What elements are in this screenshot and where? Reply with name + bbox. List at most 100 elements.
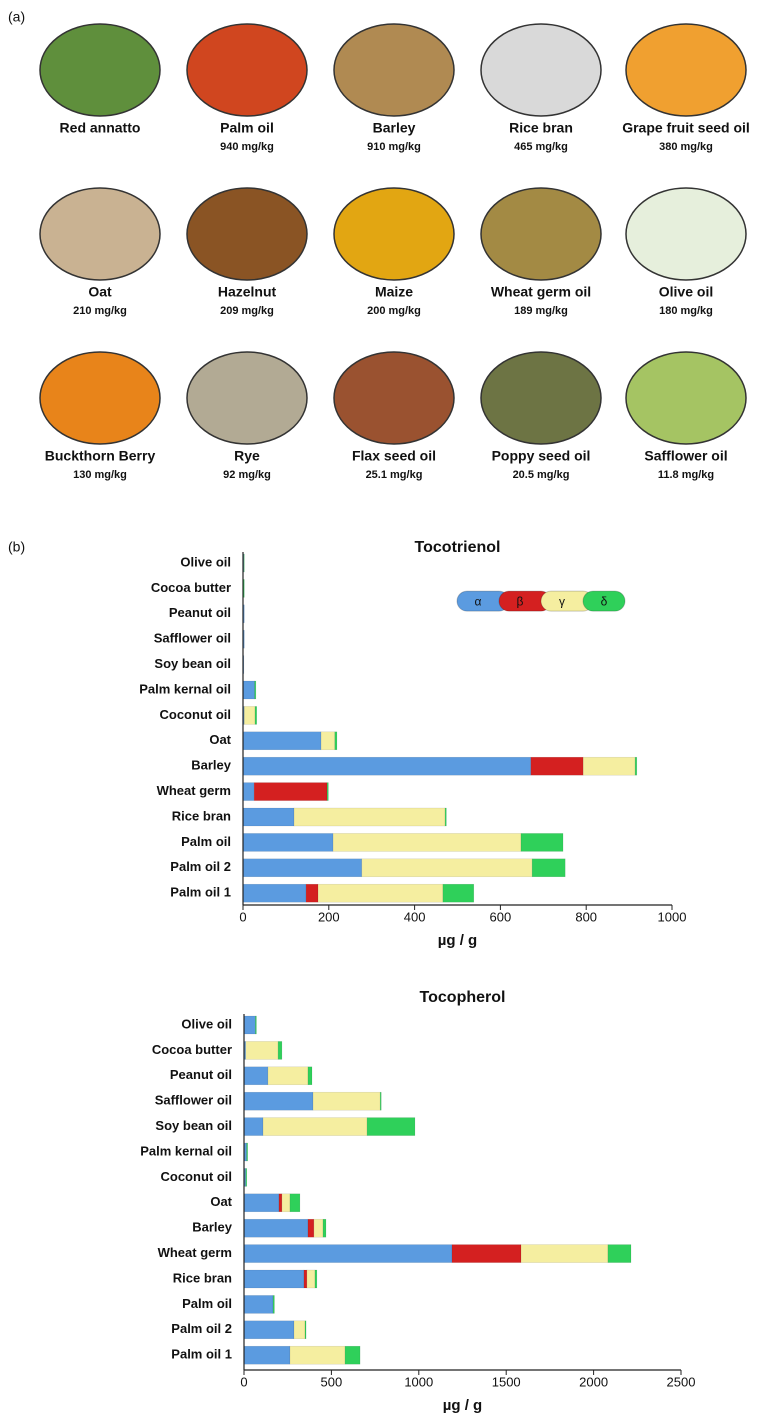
photo	[481, 188, 601, 280]
photo	[334, 352, 454, 444]
panel-label: (b)	[8, 539, 25, 555]
bar-segment	[608, 1245, 631, 1263]
y-tick-label: Rice bran	[172, 808, 231, 823]
bar-segment	[273, 1295, 274, 1313]
photo	[40, 24, 160, 116]
y-tick-label: Palm oil 1	[171, 1347, 232, 1362]
item-name: Flax seed oil	[352, 448, 436, 464]
photo	[626, 24, 746, 116]
bar-segment	[314, 1219, 323, 1237]
item-amount: 465 mg/kg	[514, 141, 568, 153]
bar-segment	[521, 833, 563, 851]
photo	[187, 352, 307, 444]
bar-segment	[247, 1143, 248, 1161]
y-tick-label: Rice bran	[173, 1270, 232, 1285]
bar-segment	[243, 757, 531, 775]
bar-segment	[367, 1118, 415, 1136]
bar-segment	[244, 1295, 273, 1313]
photo	[334, 188, 454, 280]
y-tick-label: Cocoa butter	[151, 580, 231, 595]
bar-segment	[254, 783, 327, 801]
bar-segment	[327, 783, 328, 801]
chart-title: Tocotrienol	[415, 539, 501, 556]
photo	[481, 352, 601, 444]
photo	[626, 188, 746, 280]
legend-label: δ	[601, 594, 608, 608]
bar-segment	[521, 1245, 608, 1263]
bar-segment	[244, 1067, 268, 1085]
y-tick-label: Olive oil	[180, 554, 231, 569]
bar-segment	[380, 1092, 381, 1110]
bar-segment	[243, 859, 362, 877]
y-tick-label: Safflower oil	[155, 1093, 232, 1108]
x-tick-label: 800	[575, 909, 597, 924]
x-tick-label: 400	[404, 909, 426, 924]
bar-segment	[531, 757, 583, 775]
bar-segment	[255, 706, 257, 724]
item-name: Palm oil	[220, 120, 274, 136]
y-tick-label: Soy bean oil	[155, 1118, 232, 1133]
y-tick-label: Cocoa butter	[152, 1042, 232, 1057]
bar-segment	[313, 1092, 380, 1110]
x-axis-title: µg / g	[438, 932, 477, 949]
item-name: Grape fruit seed oil	[622, 120, 750, 136]
item-name: Oat	[88, 284, 112, 300]
bar-segment	[244, 1118, 263, 1136]
bar-segment	[244, 1194, 279, 1212]
bar-segment	[255, 1016, 256, 1034]
x-tick-label: 600	[490, 909, 512, 924]
bar-segment	[362, 859, 532, 877]
bar-segment	[244, 706, 255, 724]
item-amount: 940 mg/kg	[220, 141, 274, 153]
item-amount: 11.8 mg/kg	[658, 469, 714, 481]
y-tick-label: Oat	[209, 732, 231, 747]
photo	[481, 24, 601, 116]
bar-segment	[243, 732, 321, 750]
item-amount: 130 mg/kg	[73, 469, 127, 481]
y-tick-label: Coconut oil	[160, 707, 232, 722]
bar-segment	[243, 808, 294, 826]
y-tick-label: Wheat germ	[157, 783, 231, 798]
y-tick-label: Palm oil 1	[170, 885, 231, 900]
bar-segment	[244, 1346, 290, 1364]
item-name: Olive oil	[659, 284, 713, 300]
bar-segment	[635, 757, 637, 775]
y-tick-label: Palm kernal oil	[139, 681, 231, 696]
item-amount: 200 mg/kg	[367, 305, 421, 317]
bar-segment	[244, 1016, 255, 1034]
bar-segment	[244, 1321, 294, 1339]
y-tick-label: Palm oil	[181, 834, 231, 849]
bar-segment	[268, 1067, 308, 1085]
item-amount: 209 mg/kg	[220, 305, 274, 317]
bar-segment	[243, 783, 254, 801]
bar-segment	[279, 1194, 282, 1212]
bar-segment	[243, 884, 306, 902]
x-tick-label: 2000	[579, 1374, 608, 1389]
photo	[334, 24, 454, 116]
bar-segment	[443, 884, 474, 902]
bar-segment	[315, 1270, 317, 1288]
bar-segment	[452, 1245, 521, 1263]
bar-segment	[305, 1321, 306, 1339]
bar-segment	[308, 1219, 314, 1237]
bar-segment	[335, 732, 337, 750]
y-tick-label: Palm oil	[182, 1296, 232, 1311]
y-tick-label: Safflower oil	[154, 631, 231, 646]
photo	[40, 352, 160, 444]
item-name: Rice bran	[509, 120, 573, 136]
bar-segment	[244, 1219, 308, 1237]
item-amount: 180 mg/kg	[659, 305, 713, 317]
bar-segment	[282, 1194, 290, 1212]
bar-segment	[532, 859, 565, 877]
bar-segment	[323, 1219, 326, 1237]
bar-segment	[243, 833, 333, 851]
legend-label: α	[475, 594, 482, 608]
bar-segment	[445, 808, 446, 826]
item-name: Barley	[373, 120, 416, 136]
y-tick-label: Barley	[191, 758, 232, 773]
item-name: Red annatto	[60, 120, 141, 136]
bar-segment	[255, 681, 256, 699]
legend-label: γ	[559, 594, 565, 608]
bar-segment	[304, 1270, 307, 1288]
